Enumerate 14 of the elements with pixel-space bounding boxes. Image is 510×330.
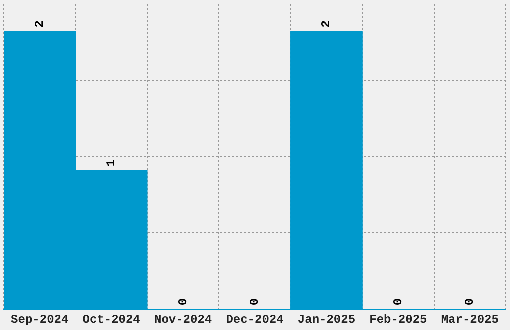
x-tick-label: Oct-2024 bbox=[82, 312, 140, 327]
x-tick-label: Mar-2025 bbox=[441, 312, 499, 327]
data-label: 1 bbox=[104, 159, 119, 167]
data-label: 0 bbox=[176, 298, 190, 306]
data-label: 2 bbox=[32, 20, 47, 28]
data-label: 0 bbox=[391, 298, 406, 306]
data-label: 0 bbox=[248, 298, 262, 306]
data-label: 0 bbox=[463, 298, 478, 306]
x-tick-label: Sep-2024 bbox=[11, 312, 69, 327]
x-tick-label: Nov-2024 bbox=[154, 312, 212, 327]
x-tick-label: Jan-2025 bbox=[298, 312, 356, 327]
data-label: 2 bbox=[320, 20, 334, 28]
x-tick-label: Dec-2024 bbox=[226, 312, 284, 327]
x-tick-label: Feb-2025 bbox=[370, 312, 428, 327]
